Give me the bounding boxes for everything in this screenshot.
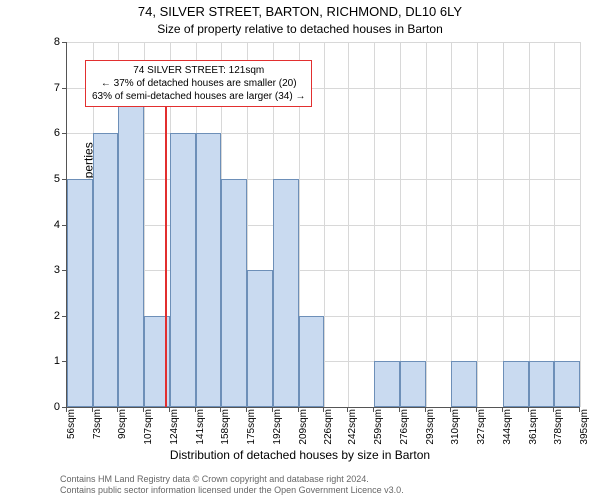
x-tick-label: 344sqm bbox=[502, 409, 513, 451]
y-tick-mark bbox=[62, 88, 66, 89]
y-tick-label: 5 bbox=[40, 173, 60, 185]
x-tick-label: 242sqm bbox=[347, 409, 358, 451]
grid-line-v bbox=[477, 42, 478, 407]
info-box: 74 SILVER STREET: 121sqm← 37% of detache… bbox=[85, 60, 312, 107]
histogram-bar bbox=[451, 361, 477, 407]
x-tick-label: 175sqm bbox=[246, 409, 257, 451]
grid-line-v bbox=[400, 42, 401, 407]
x-tick-label: 209sqm bbox=[298, 409, 309, 451]
x-tick-label: 226sqm bbox=[323, 409, 334, 451]
x-tick-label: 293sqm bbox=[425, 409, 436, 451]
chart-title: 74, SILVER STREET, BARTON, RICHMOND, DL1… bbox=[0, 4, 600, 19]
y-tick-mark bbox=[62, 361, 66, 362]
histogram-bar bbox=[170, 133, 196, 407]
attribution-line: Contains HM Land Registry data © Crown c… bbox=[60, 474, 404, 485]
grid-line-v bbox=[374, 42, 375, 407]
attribution-text: Contains HM Land Registry data © Crown c… bbox=[60, 474, 404, 496]
y-tick-mark bbox=[62, 133, 66, 134]
x-tick-label: 259sqm bbox=[373, 409, 384, 451]
y-tick-label: 3 bbox=[40, 264, 60, 276]
grid-line-v bbox=[451, 42, 452, 407]
x-tick-label: 124sqm bbox=[169, 409, 180, 451]
y-tick-label: 2 bbox=[40, 310, 60, 322]
histogram-bar bbox=[247, 270, 273, 407]
y-tick-mark bbox=[62, 179, 66, 180]
y-tick-label: 6 bbox=[40, 127, 60, 139]
y-tick-mark bbox=[62, 316, 66, 317]
x-tick-label: 90sqm bbox=[117, 409, 128, 451]
info-box-line: ← 37% of detached houses are smaller (20… bbox=[92, 77, 305, 90]
x-tick-label: 192sqm bbox=[272, 409, 283, 451]
chart-subtitle: Size of property relative to detached ho… bbox=[0, 22, 600, 36]
grid-line-v bbox=[426, 42, 427, 407]
x-tick-label: 276sqm bbox=[399, 409, 410, 451]
x-tick-label: 327sqm bbox=[476, 409, 487, 451]
x-tick-label: 141sqm bbox=[195, 409, 206, 451]
grid-line-v bbox=[348, 42, 349, 407]
x-tick-label: 56sqm bbox=[66, 409, 77, 451]
x-tick-label: 158sqm bbox=[220, 409, 231, 451]
y-tick-label: 0 bbox=[40, 401, 60, 413]
x-tick-label: 395sqm bbox=[579, 409, 590, 451]
grid-line-v bbox=[580, 42, 581, 407]
x-tick-label: 73sqm bbox=[92, 409, 103, 451]
histogram-bar bbox=[196, 133, 222, 407]
y-tick-mark bbox=[62, 270, 66, 271]
y-tick-mark bbox=[62, 225, 66, 226]
plot-area: 74 SILVER STREET: 121sqm← 37% of detache… bbox=[66, 42, 580, 408]
y-tick-label: 4 bbox=[40, 219, 60, 231]
histogram-bar bbox=[67, 179, 93, 407]
x-tick-label: 378sqm bbox=[553, 409, 564, 451]
x-tick-label: 310sqm bbox=[450, 409, 461, 451]
grid-line-v bbox=[324, 42, 325, 407]
grid-line-v bbox=[503, 42, 504, 407]
y-tick-label: 7 bbox=[40, 82, 60, 94]
histogram-bar bbox=[273, 179, 299, 407]
grid-line-v bbox=[554, 42, 555, 407]
grid-line-v bbox=[529, 42, 530, 407]
x-tick-label: 107sqm bbox=[143, 409, 154, 451]
attribution-line: Contains public sector information licen… bbox=[60, 485, 404, 496]
histogram-bar bbox=[93, 133, 119, 407]
histogram-bar bbox=[503, 361, 529, 407]
y-tick-label: 1 bbox=[40, 355, 60, 367]
histogram-bar bbox=[221, 179, 247, 407]
histogram-bar bbox=[299, 316, 325, 407]
y-tick-mark bbox=[62, 42, 66, 43]
chart-container: 74, SILVER STREET, BARTON, RICHMOND, DL1… bbox=[0, 0, 600, 500]
histogram-bar bbox=[374, 361, 400, 407]
histogram-bar bbox=[118, 88, 144, 407]
y-tick-label: 8 bbox=[40, 36, 60, 48]
info-box-line: 63% of semi-detached houses are larger (… bbox=[92, 90, 305, 103]
x-tick-label: 361sqm bbox=[528, 409, 539, 451]
marker-line bbox=[165, 100, 167, 407]
info-box-line: 74 SILVER STREET: 121sqm bbox=[92, 64, 305, 77]
histogram-bar bbox=[400, 361, 426, 407]
histogram-bar bbox=[554, 361, 580, 407]
histogram-bar bbox=[529, 361, 555, 407]
